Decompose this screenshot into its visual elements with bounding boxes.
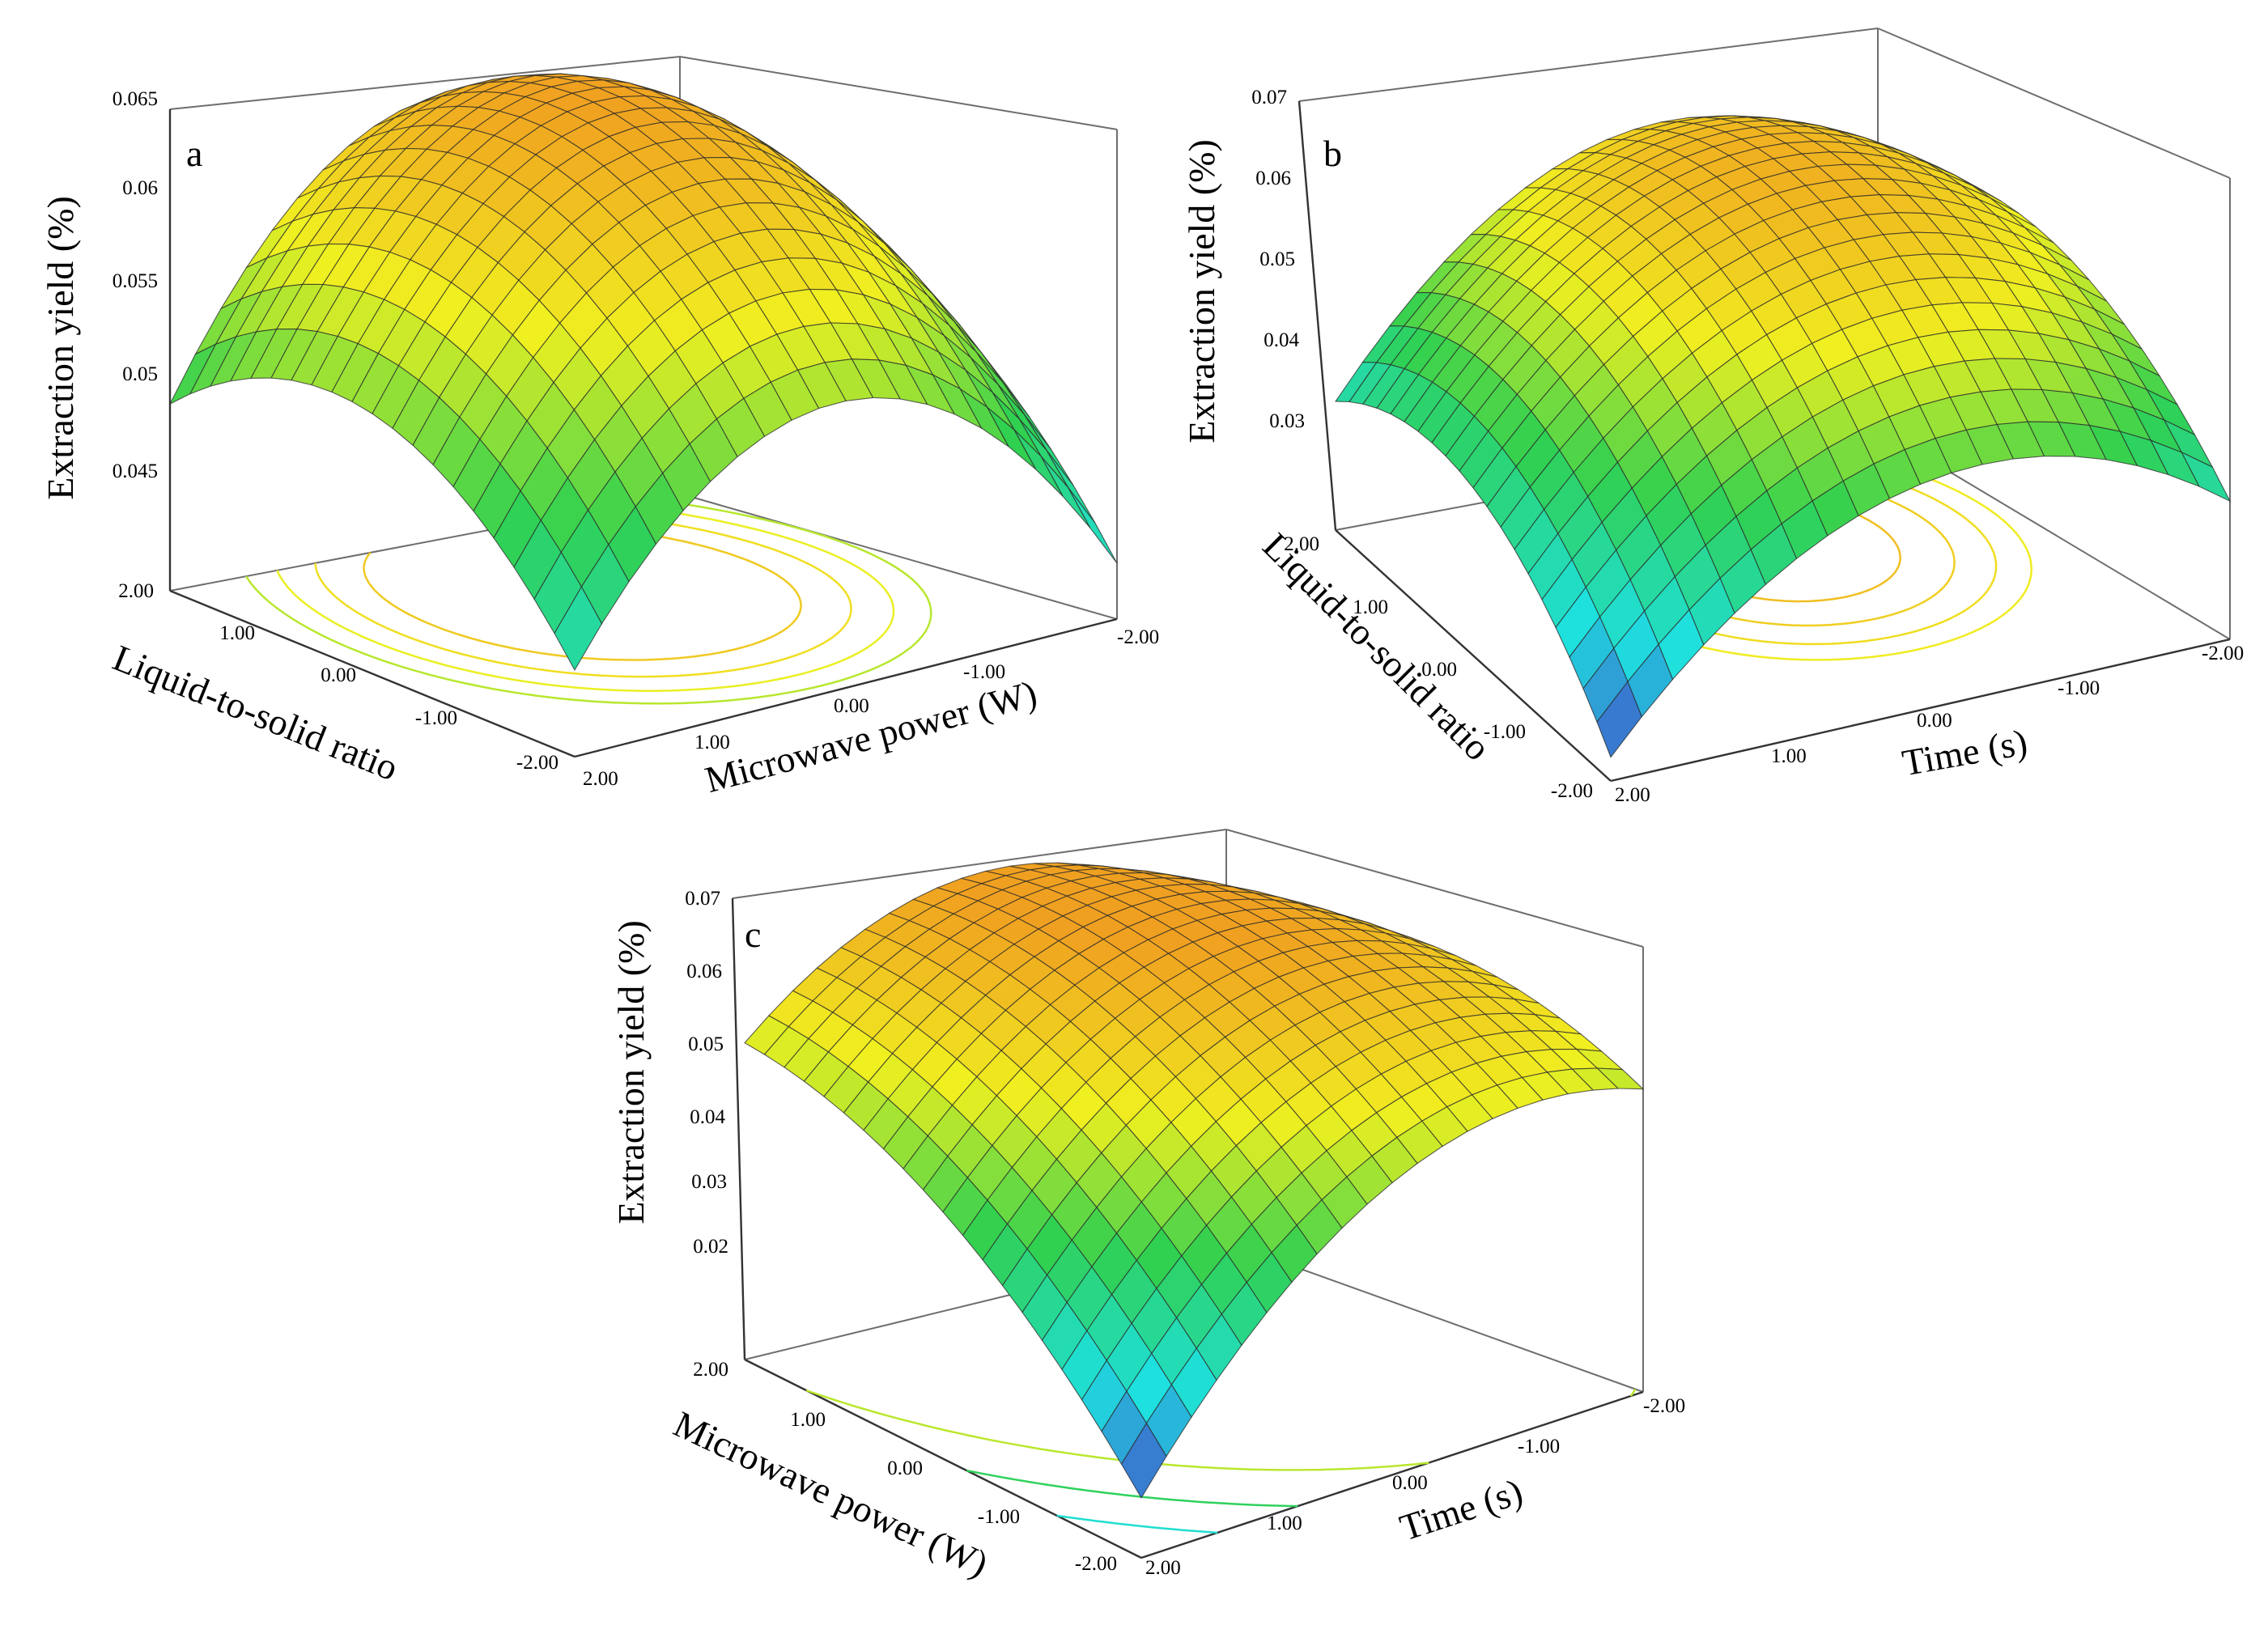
panel-c-y-tick: -2.00 bbox=[1075, 1553, 1117, 1575]
panel-c-contour-line bbox=[966, 1469, 1298, 1508]
panel-b-x-tick: -2.00 bbox=[2202, 643, 2244, 664]
panel-c-y-tick: 0.00 bbox=[887, 1457, 923, 1479]
panel-a-y-axis-label: Liquid-to-solid ratio bbox=[108, 637, 404, 789]
panel-c-z-axis-label: Extraction yield (%) bbox=[610, 920, 652, 1224]
panel-c-x-tick: 2.00 bbox=[1145, 1557, 1181, 1579]
panel-c-x-tick: 1.00 bbox=[1267, 1513, 1302, 1534]
panel-a-z-axis-label: Extraction yield (%) bbox=[40, 196, 81, 500]
panel-b-y-tick: -1.00 bbox=[1484, 721, 1526, 743]
panel-b-x-tick: 0.00 bbox=[1917, 710, 1952, 732]
panel-b-label: b bbox=[1323, 133, 1342, 174]
panel-a-surface-cell bbox=[554, 585, 603, 672]
panel-b-z-tick: 0.03 bbox=[1269, 410, 1305, 432]
panel-c-z-ticks: 0.07 0.06 0.05 0.04 0.03 0.02 bbox=[685, 888, 728, 1258]
panel-c-label: c bbox=[745, 914, 761, 955]
panel-a-y-tick: 1.00 bbox=[219, 622, 255, 644]
panel-c-z-tick: 0.07 bbox=[685, 888, 720, 910]
panel-a-contours bbox=[244, 498, 932, 705]
panel-c-y-tick: 1.00 bbox=[790, 1409, 826, 1431]
panel-b-y-tick: 1.00 bbox=[1353, 596, 1388, 618]
panel-c-x-tick: 0.00 bbox=[1392, 1472, 1428, 1494]
panel-b-x-tick: 2.00 bbox=[1615, 784, 1650, 806]
panel-c-z-tick: 0.06 bbox=[686, 961, 722, 982]
panel-b-x-ticks: 2.00 1.00 0.00 -1.00 -2.00 bbox=[1615, 643, 2244, 806]
panel-a-z-tick: 0.065 bbox=[113, 88, 158, 110]
panel-c-surface bbox=[744, 862, 1645, 1499]
panel-c-z-tick: 0.02 bbox=[693, 1236, 728, 1258]
panel-a-label: a bbox=[186, 133, 202, 174]
panel-c-z-tick: 0.05 bbox=[688, 1033, 724, 1055]
panel-b-z-tick: 0.04 bbox=[1264, 329, 1299, 351]
panel-c-x-ticks: 2.00 1.00 0.00 -1.00 -2.00 bbox=[1145, 1395, 1685, 1579]
panel-b-x-tick: 1.00 bbox=[1771, 745, 1807, 767]
panel-c: c 0.07 0.06 0.05 0.04 0.03 0.02 Extracti… bbox=[610, 829, 1685, 1585]
panel-b-y-tick: 2.00 bbox=[1284, 533, 1319, 555]
panel-b-surface-cell bbox=[1596, 681, 1642, 758]
panel-a-y-tick: 2.00 bbox=[118, 580, 154, 602]
panel-c-z-tick: 0.03 bbox=[691, 1171, 727, 1193]
panel-a-x-tick: -1.00 bbox=[963, 661, 1005, 683]
panel-a: a 0.065 0.06 0.055 0.05 0.045 Extraction… bbox=[40, 56, 1159, 800]
panel-b-x-tick: -1.00 bbox=[2058, 677, 2100, 699]
panel-c-surface-cell bbox=[1120, 1422, 1167, 1499]
panel-b-y-tick: 0.00 bbox=[1421, 659, 1457, 681]
panel-a-x-tick: 1.00 bbox=[694, 732, 730, 753]
panel-a-z-tick: 0.06 bbox=[122, 177, 158, 199]
panel-a-x-axis-label: Microwave power (W) bbox=[701, 672, 1041, 800]
panel-a-x-tick: 0.00 bbox=[834, 695, 869, 717]
panel-b-surface bbox=[1334, 115, 2232, 758]
panel-a-z-ticks: 0.065 0.06 0.055 0.05 0.045 bbox=[113, 88, 158, 482]
panel-a-surface bbox=[168, 73, 1118, 672]
panel-a-z-tick: 0.045 bbox=[113, 460, 158, 482]
panel-a-contour-line bbox=[314, 511, 852, 678]
panel-a-x-ticks: 2.00 1.00 0.00 -1.00 -2.00 bbox=[583, 626, 1159, 790]
panel-a-z-tick: 0.05 bbox=[122, 363, 158, 385]
panel-b-z-ticks: 0.07 0.06 0.05 0.04 0.03 bbox=[1251, 87, 1305, 432]
panel-a-y-ticks: 2.00 1.00 0.00 -1.00 -2.00 bbox=[118, 580, 559, 774]
panel-c-z-tick: 0.04 bbox=[690, 1106, 725, 1128]
panel-a-y-tick: -1.00 bbox=[415, 707, 457, 729]
panel-a-z-tick: 0.055 bbox=[113, 270, 158, 292]
panel-a-x-tick: -2.00 bbox=[1117, 626, 1159, 648]
panel-b-z-tick: 0.06 bbox=[1255, 168, 1291, 189]
panel-b-y-tick: -2.00 bbox=[1551, 780, 1593, 802]
panel-a-y-tick: 0.00 bbox=[321, 664, 356, 686]
panel-c-contour-line bbox=[1056, 1514, 1218, 1534]
panel-b-z-tick: 0.07 bbox=[1251, 87, 1287, 108]
panel-c-contours bbox=[805, 1388, 1637, 1534]
panel-a-surface-cell bbox=[1068, 487, 1118, 564]
panel-b-z-tick: 0.05 bbox=[1259, 248, 1295, 270]
panel-a-contour-line bbox=[244, 498, 932, 705]
panel-c-x-tick: -1.00 bbox=[1518, 1436, 1560, 1457]
panel-c-x-tick: -2.00 bbox=[1643, 1395, 1685, 1417]
panel-a-contour-line bbox=[276, 503, 895, 692]
panel-a-x-tick: 2.00 bbox=[583, 768, 618, 790]
panel-b-z-axis-label: Extraction yield (%) bbox=[1181, 139, 1222, 443]
panel-a-y-tick: -2.00 bbox=[516, 752, 559, 774]
panel-c-y-tick: 2.00 bbox=[693, 1359, 728, 1381]
panel-b: b 0.07 0.06 0.05 0.04 0.03 Extraction yi… bbox=[1181, 28, 2244, 806]
panel-c-contour-line bbox=[805, 1388, 1637, 1471]
panel-b-y-ticks: 2.00 1.00 0.00 -1.00 -2.00 bbox=[1284, 533, 1593, 802]
panel-c-y-tick: -1.00 bbox=[978, 1506, 1020, 1528]
panel-a-surface-cell bbox=[1040, 456, 1090, 528]
panel-c-y-ticks: 2.00 1.00 0.00 -1.00 -2.00 bbox=[693, 1359, 1117, 1575]
